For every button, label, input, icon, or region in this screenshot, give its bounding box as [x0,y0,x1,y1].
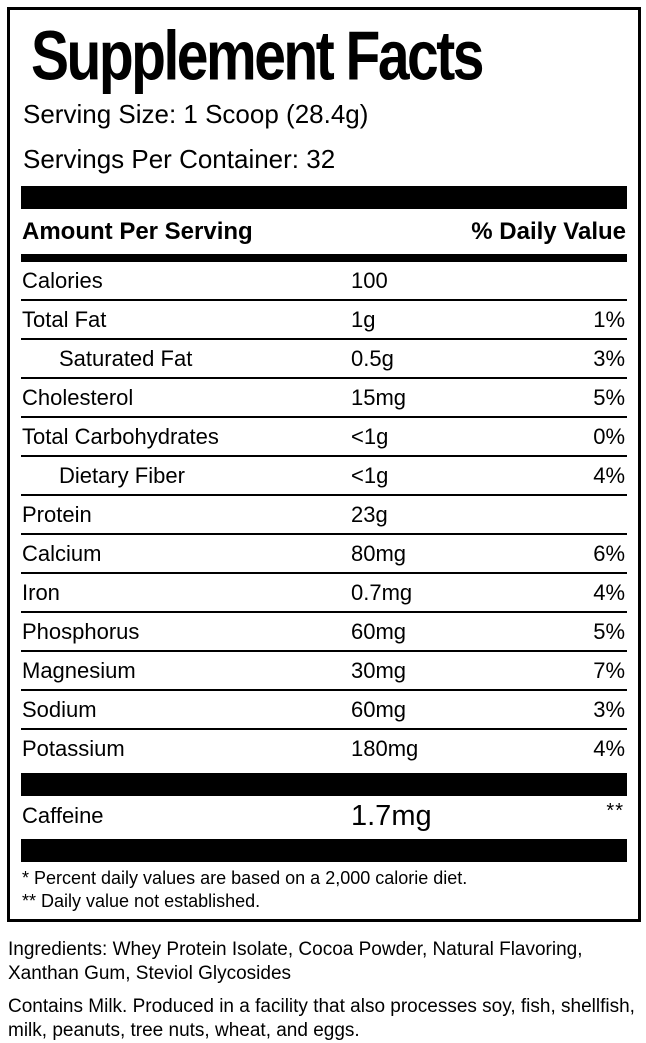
nutrient-amount: 60mg [351,697,407,722]
nutrient-amount: 100 [351,268,388,293]
ingredients-paragraph: Ingredients: Whey Protein Isolate, Cocoa… [8,939,583,984]
caffeine-row: Caffeine 1.7mg ** [21,796,627,839]
nutrient-amount: <1g [351,463,389,488]
nutrient-row: Sodium 60mg 3% [21,689,627,728]
nutrient-dv: 6% [593,541,625,566]
column-header-row: Amount Per Serving % Daily Value [21,209,627,254]
nutrient-dv: 0% [593,424,625,449]
nutrient-amount: 30mg [351,658,407,683]
nutrient-name: Dietary Fiber [59,463,185,488]
panel-title: Supplement Facts [31,17,484,96]
nutrient-name: Potassium [22,736,125,761]
nutrient-dv: 4% [593,580,625,605]
nutrient-row: Phosphorus 60mg 5% [21,611,627,650]
servings-per-container-line: Servings Per Container: 32 [23,144,336,174]
nutrient-row: Calories 100 [21,262,627,299]
allergen-paragraph: Contains Milk. Produced in a facility th… [8,996,635,1041]
divider-thick-top [21,186,627,209]
nutrient-table: Calories 100 Total Fat 1g 1% Saturated F… [21,262,627,767]
nutrient-dv: 3% [593,697,625,722]
nutrient-row: Potassium 180mg 4% [21,728,627,767]
nutrient-name: Caffeine [22,803,104,828]
footnote-daily-values: * Percent daily values are based on a 2,… [22,868,468,888]
nutrient-row: Total Carbohydrates <1g 0% [21,416,627,455]
footnotes: * Percent daily values are based on a 2,… [21,867,627,913]
nutrient-row: Total Fat 1g 1% [21,299,627,338]
nutrient-row: Cholesterol 15mg 5% [21,377,627,416]
nutrient-dv: ** [606,800,624,822]
nutrient-row: Saturated Fat 0.5g 3% [21,338,627,377]
divider-thick-below-caffeine [21,839,627,862]
nutrient-row: Dietary Fiber <1g 4% [21,455,627,494]
nutrient-dv: 3% [593,346,625,371]
nutrient-row: Magnesium 30mg 7% [21,650,627,689]
nutrient-name: Cholesterol [22,385,134,410]
nutrient-dv: 7% [593,658,625,683]
nutrient-amount: 0.5g [351,346,394,371]
nutrient-name: Magnesium [22,658,136,683]
nutrient-dv: 4% [593,736,625,761]
nutrient-amount: 15mg [351,385,407,410]
nutrient-name: Protein [22,502,92,527]
divider-thick-above-caffeine [21,773,627,796]
nutrient-amount: 0.7mg [351,580,413,605]
nutrient-name: Phosphorus [22,619,140,644]
divider-medium-under-header [21,254,627,262]
nutrient-amount: 1.7mg [351,800,432,832]
nutrient-amount: <1g [351,424,389,449]
nutrient-amount: 80mg [351,541,407,566]
nutrient-name: Calories [22,268,103,293]
nutrient-amount: 180mg [351,736,419,761]
nutrient-row: Protein 23g [21,494,627,533]
nutrient-name: Calcium [22,541,102,566]
nutrient-name: Total Carbohydrates [22,424,219,449]
nutrient-dv: 5% [593,619,625,644]
daily-value-header: % Daily Value [471,218,626,245]
nutrient-dv: 1% [593,307,625,332]
nutrient-dv: 5% [593,385,625,410]
nutrient-name: Total Fat [22,307,107,332]
nutrient-amount: 1g [351,307,376,332]
nutrient-name: Saturated Fat [59,346,193,371]
supplement-facts-panel: Supplement Facts Serving Size: 1 Scoop (… [7,7,641,922]
nutrient-row: Calcium 80mg 6% [21,533,627,572]
serving-size-line: Serving Size: 1 Scoop (28.4g) [23,99,369,129]
nutrient-name: Sodium [22,697,97,722]
nutrient-amount: 60mg [351,619,407,644]
nutrient-dv: 4% [593,463,625,488]
footnote-not-established: ** Daily value not established. [22,891,261,911]
nutrient-name: Iron [22,580,60,605]
nutrient-row: Iron 0.7mg 4% [21,572,627,611]
nutrient-amount: 23g [351,502,388,527]
amount-per-serving-header: Amount Per Serving [22,218,253,245]
